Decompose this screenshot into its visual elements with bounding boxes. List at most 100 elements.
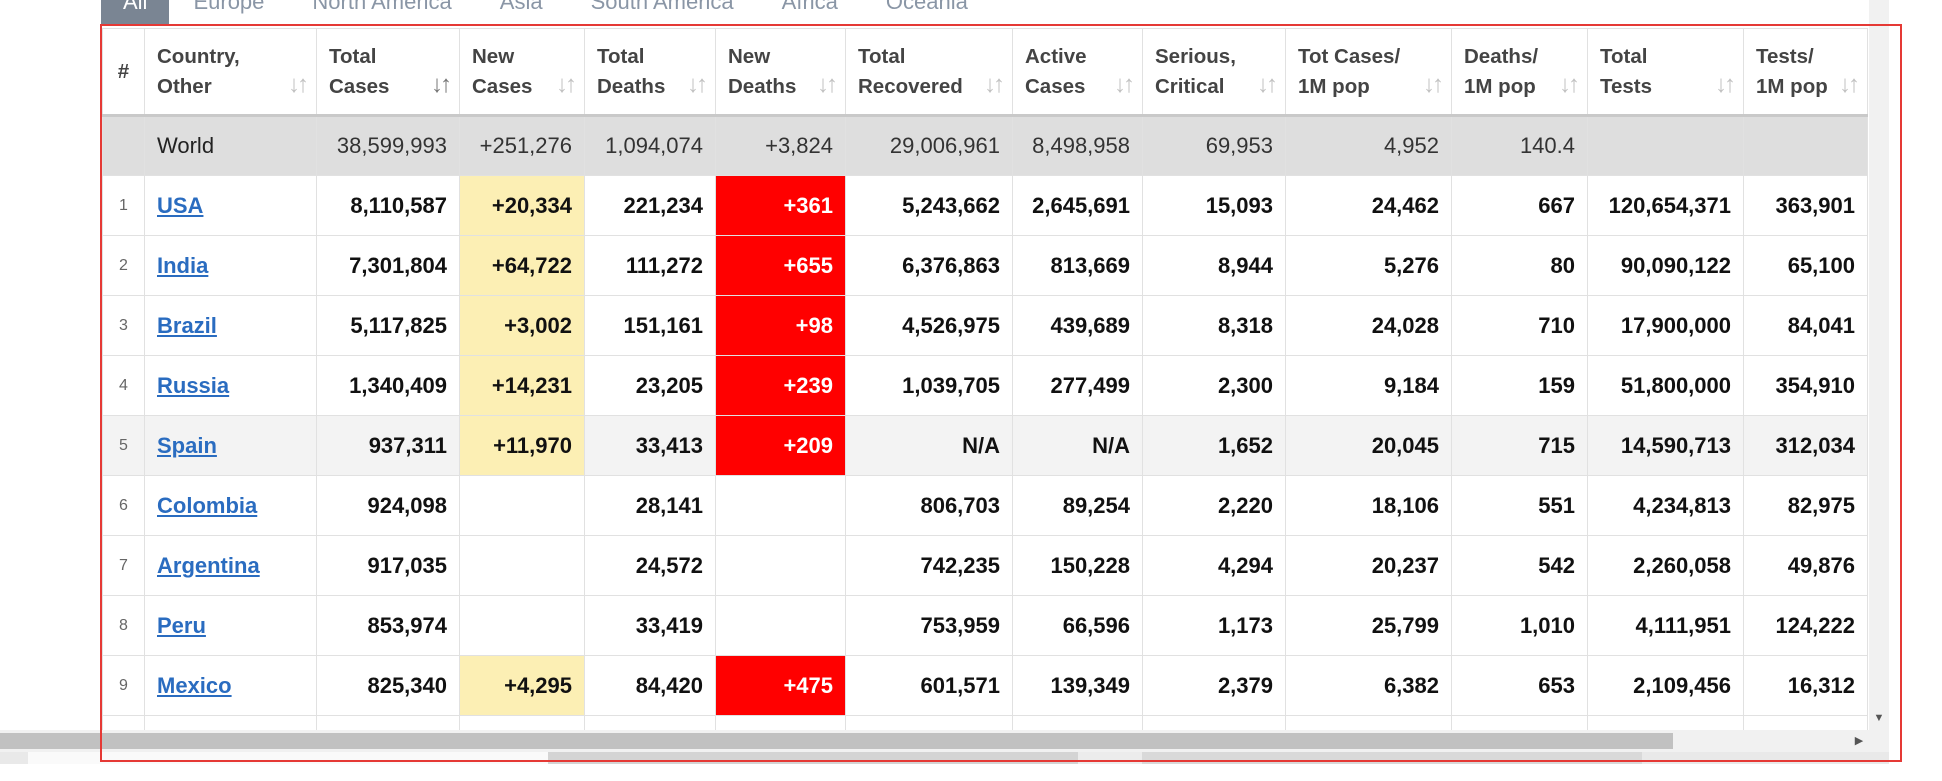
table-cell: 33,419 bbox=[584, 595, 716, 656]
table-cell: 124,222 bbox=[1743, 595, 1868, 656]
table-cell: 66,596 bbox=[1012, 595, 1143, 656]
sort-icon[interactable]: ↓↑ bbox=[1839, 71, 1860, 98]
table-cell: 2,109,456 bbox=[1587, 655, 1744, 716]
country-link[interactable]: Spain bbox=[157, 432, 217, 458]
tab-oceania[interactable]: Oceania bbox=[885, 0, 968, 14]
tab-all[interactable]: All bbox=[101, 0, 170, 24]
sort-icon[interactable]: ↓↑ bbox=[1559, 71, 1580, 98]
table-cell: +3,002 bbox=[459, 295, 585, 356]
table-cell: 16,312 bbox=[1743, 655, 1868, 716]
table-cell: 9,184 bbox=[1285, 355, 1452, 416]
column-header-label: Cases bbox=[472, 74, 533, 98]
country-link[interactable]: Peru bbox=[157, 612, 206, 638]
column-header-1[interactable]: Country, Other ↓↑ bbox=[144, 28, 317, 117]
country-link[interactable]: Colombia bbox=[157, 492, 258, 518]
table-cell: +361 bbox=[715, 175, 846, 236]
sort-icon[interactable]: ↓↑ bbox=[687, 71, 708, 98]
column-header-5[interactable]: New Deaths ↓↑ bbox=[715, 28, 846, 117]
column-header-0: # bbox=[102, 28, 145, 117]
table-cell: 2,300 bbox=[1142, 355, 1286, 416]
column-header-12[interactable]: Tests/1M pop ↓↑ bbox=[1743, 28, 1868, 117]
page-horizontal-scrollbar[interactable] bbox=[0, 752, 1889, 764]
table-cell: 601,571 bbox=[845, 655, 1013, 716]
country-link[interactable]: Argentina bbox=[157, 552, 260, 578]
table-cell: 111,272 bbox=[584, 235, 716, 296]
table-cell: 89,254 bbox=[1012, 475, 1143, 536]
vertical-scrollbar[interactable]: ▼ bbox=[1869, 0, 1889, 730]
table-cell: 1,094,074 bbox=[584, 115, 716, 176]
table-cell: 90,090,122 bbox=[1587, 235, 1744, 296]
table-cell: 853,974 bbox=[316, 595, 460, 656]
country-link[interactable]: Mexico bbox=[157, 672, 232, 698]
column-header-label: Country, bbox=[157, 44, 240, 68]
horizontal-scrollbar[interactable]: ▶ bbox=[0, 730, 1889, 752]
country-link[interactable]: USA bbox=[157, 192, 204, 218]
table-cell: 20,045 bbox=[1285, 415, 1452, 476]
country-link[interactable]: India bbox=[157, 252, 209, 278]
table-row: 5 Spain 937,311 +11,970 33,413 +209 N/A N/A 1,65… bbox=[102, 415, 1868, 476]
column-header-8[interactable]: Serious, Critical ↓↑ bbox=[1142, 28, 1286, 117]
country-link[interactable]: Brazil bbox=[157, 312, 217, 338]
table-row: 3 Brazil 5,117,825 +3,002 151,161 +98 4,526,97… bbox=[102, 295, 1868, 356]
table-cell: 2,379 bbox=[1142, 655, 1286, 716]
column-header-11[interactable]: Total Tests ↓↑ bbox=[1587, 28, 1744, 117]
table-cell: 150,228 bbox=[1012, 535, 1143, 596]
column-header-3[interactable]: New Cases ↓↑ bbox=[459, 28, 585, 117]
column-header-label: Deaths bbox=[728, 74, 797, 98]
column-header-4[interactable]: Total Deaths ↓↑ bbox=[584, 28, 716, 117]
column-header-10[interactable]: Deaths/1M pop ↓↑ bbox=[1451, 28, 1588, 117]
table-row: 2 India 7,301,804 +64,722 111,272 +655 6,376,8… bbox=[102, 235, 1868, 296]
column-header-label: Total bbox=[597, 44, 645, 68]
sort-icon[interactable]: ↓↑ bbox=[556, 71, 577, 98]
table-cell: Spain bbox=[144, 415, 317, 476]
table-cell: 38,599,993 bbox=[316, 115, 460, 176]
tab-north-america[interactable]: North America bbox=[312, 0, 452, 14]
table-cell: 8,110,587 bbox=[316, 175, 460, 236]
table-cell: 715 bbox=[1451, 415, 1588, 476]
table-cell: 4,952 bbox=[1285, 115, 1452, 176]
column-header-2[interactable]: Total Cases ↓↑ bbox=[316, 28, 460, 117]
tab-europe[interactable]: Europe bbox=[193, 0, 265, 14]
country-link[interactable]: Russia bbox=[157, 372, 230, 398]
sort-icon[interactable]: ↓↑ bbox=[1423, 71, 1444, 98]
column-header-9[interactable]: Tot Cases/1M pop ↓↑ bbox=[1285, 28, 1452, 117]
table-cell bbox=[845, 715, 1013, 730]
table-cell: 1,173 bbox=[1142, 595, 1286, 656]
horizontal-scroll-thumb[interactable] bbox=[0, 733, 1673, 749]
table-row: 7 Argentina 917,035 24,572 742,235 150,228 4,2… bbox=[102, 535, 1868, 596]
table-cell: 24,572 bbox=[584, 535, 716, 596]
table-cell bbox=[1587, 715, 1744, 730]
table-cell: Argentina bbox=[144, 535, 317, 596]
sort-icon[interactable]: ↓↑ bbox=[288, 71, 309, 98]
table-cell bbox=[316, 715, 460, 730]
table-cell: 6 bbox=[102, 475, 145, 536]
sort-icon[interactable]: ↓↑ bbox=[1114, 71, 1135, 98]
table-cell: +239 bbox=[715, 355, 846, 416]
scroll-right-arrow-icon[interactable]: ▶ bbox=[1854, 735, 1864, 747]
tab-africa[interactable]: Africa bbox=[781, 0, 838, 14]
table-cell: 151,161 bbox=[584, 295, 716, 356]
sort-icon[interactable]: ↓↑ bbox=[984, 71, 1005, 98]
table-cell: 28,141 bbox=[584, 475, 716, 536]
sort-icon[interactable]: ↓↑ bbox=[1715, 71, 1736, 98]
table-cell: 6,382 bbox=[1285, 655, 1452, 716]
column-header-6[interactable]: Total Recovered ↓↑ bbox=[845, 28, 1013, 117]
column-header-7[interactable]: Active Cases ↓↑ bbox=[1012, 28, 1143, 117]
column-header-label: Critical bbox=[1155, 74, 1225, 98]
table-cell: 354,910 bbox=[1743, 355, 1868, 416]
tab-south-america[interactable]: South America bbox=[590, 0, 734, 14]
sort-icon[interactable]: ↓↑ bbox=[817, 71, 838, 98]
table-cell bbox=[102, 115, 145, 176]
table-cell: 937,311 bbox=[316, 415, 460, 476]
sort-icon[interactable]: ↓↑ bbox=[431, 71, 452, 98]
table-cell: +14,231 bbox=[459, 355, 585, 416]
table-cell bbox=[1285, 715, 1452, 730]
sort-icon[interactable]: ↓↑ bbox=[1257, 71, 1278, 98]
table-cell: 23,205 bbox=[584, 355, 716, 416]
table-cell: 8,318 bbox=[1142, 295, 1286, 356]
table-cell: Russia bbox=[144, 355, 317, 416]
continent-tabs: All Europe North America Asia South America A… bbox=[101, 0, 992, 24]
tab-asia[interactable]: Asia bbox=[499, 0, 543, 14]
table-cell: 2,645,691 bbox=[1012, 175, 1143, 236]
scroll-down-arrow-icon[interactable]: ▼ bbox=[1873, 712, 1885, 724]
